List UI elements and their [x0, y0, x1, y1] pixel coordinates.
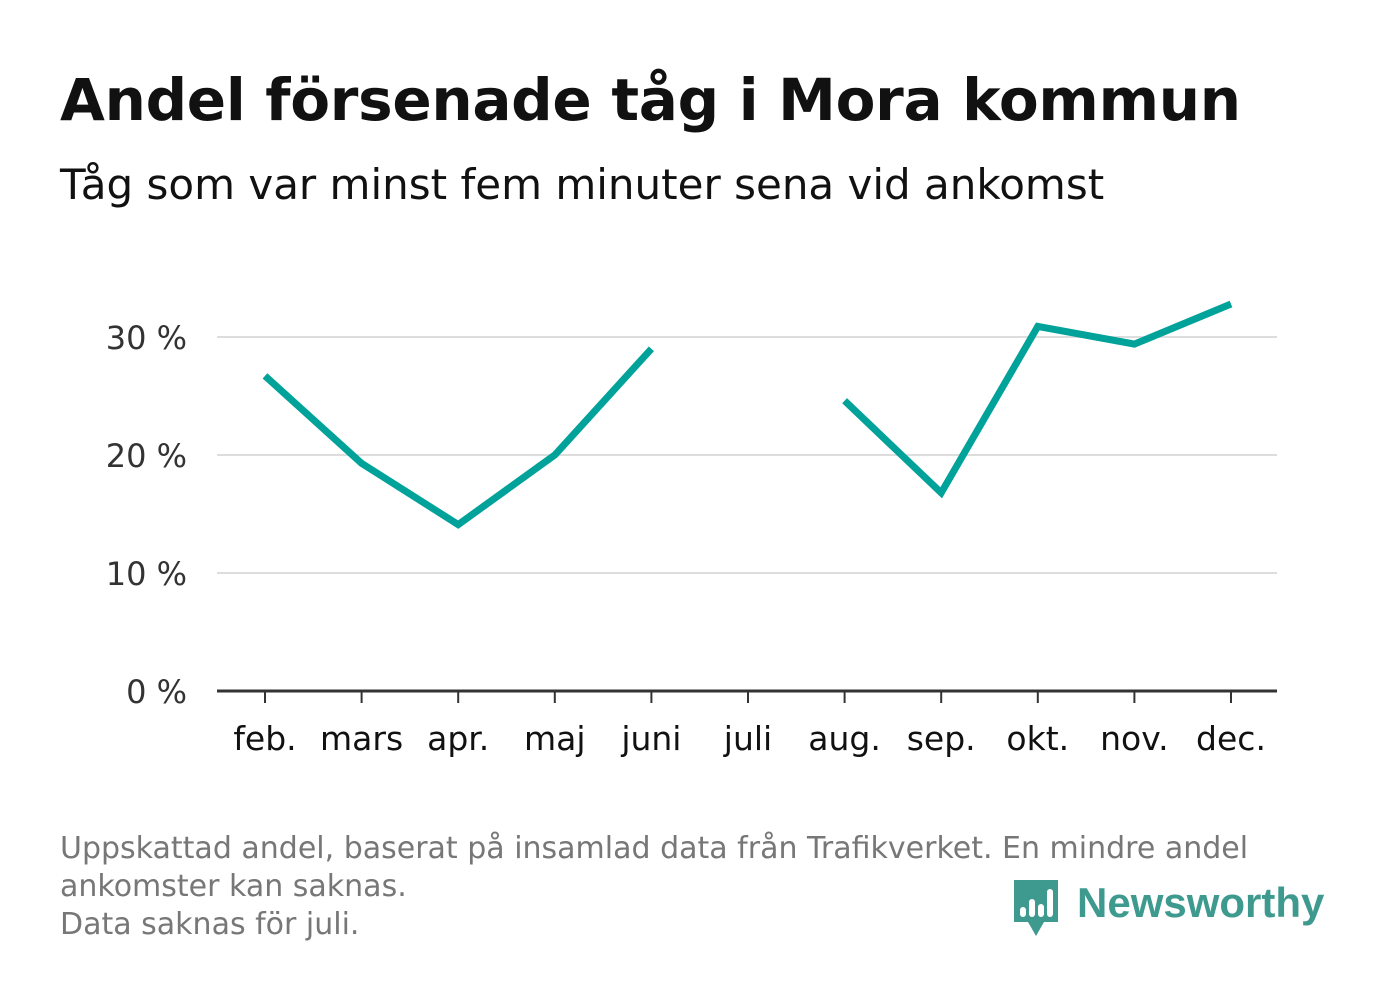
footnote-line-3: Data saknas för juli.: [60, 907, 360, 942]
y-tick-label: 30 %: [106, 319, 187, 357]
x-tick-label: nov.: [1100, 719, 1169, 758]
brand-name: Newsworthy: [1077, 879, 1325, 926]
footnote-line-1: Uppskattad andel, baserat på insamlad da…: [60, 831, 1249, 866]
y-tick-label: 0 %: [126, 673, 187, 711]
series-line-segment: [842, 300, 1233, 499]
x-tick-label: apr.: [427, 719, 489, 758]
bar-chart-speech-bubble-icon: [1014, 880, 1058, 936]
x-axis: [217, 689, 1277, 703]
grid-lines: [217, 336, 1277, 574]
x-tick-label: mars: [320, 719, 403, 758]
x-tick-label: okt.: [1006, 719, 1069, 758]
x-tick-label: juni: [620, 719, 681, 758]
footnote-line-2: ankomster kan saknas.: [60, 869, 407, 904]
x-tick-label: sep.: [907, 719, 976, 758]
y-axis-tick-labels: 0 % 10 % 20 % 30 %: [106, 319, 187, 711]
x-tick-label: aug.: [808, 719, 881, 758]
y-tick-label: 10 %: [106, 555, 187, 593]
x-tick-label: feb.: [233, 719, 296, 758]
x-axis-tick-labels: feb. mars apr. maj juni juli aug. sep. okt. nov. d…: [233, 719, 1266, 758]
newsworthy-logo: Newsworthy: [1011, 877, 1324, 939]
chart-footnote: Uppskattad andel, baserat på insamlad da…: [60, 830, 1310, 944]
x-tick-label: maj: [524, 719, 586, 758]
y-tick-label: 20 %: [106, 437, 187, 475]
series-line-segment: [262, 346, 654, 529]
series-lines: [262, 300, 1233, 529]
x-tick-label: juli: [723, 719, 772, 758]
chart-title: Andel försenade tåg i Mora kommun: [60, 66, 1241, 134]
chart-subtitle: Tåg som var minst fem minuter sena vid a…: [60, 160, 1105, 209]
x-tick-label: dec.: [1196, 719, 1266, 758]
